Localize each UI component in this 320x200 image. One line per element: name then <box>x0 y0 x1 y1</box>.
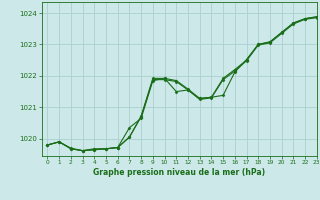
X-axis label: Graphe pression niveau de la mer (hPa): Graphe pression niveau de la mer (hPa) <box>93 168 265 177</box>
